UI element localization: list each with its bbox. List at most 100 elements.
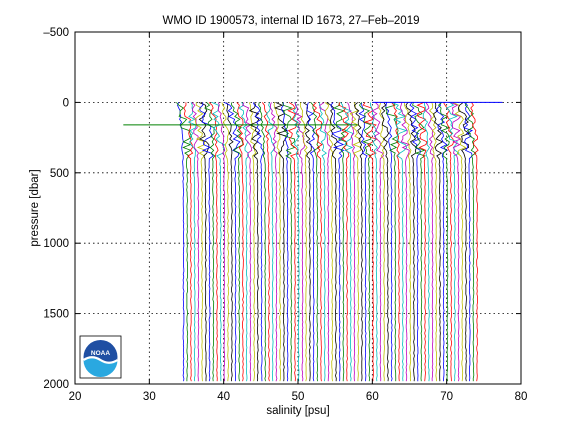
y-axis-ticks: –500 0 500 1000 1500 2000 — [43, 27, 521, 391]
logo-wave-icon — [83, 356, 118, 377]
salinity-profile-line — [242, 102, 253, 382]
salinity-profile-line — [306, 102, 316, 382]
salinity-profile-line — [226, 102, 234, 382]
salinity-profile-line — [208, 102, 219, 382]
salinity-profile-line — [338, 102, 350, 382]
x-tick-label: 40 — [217, 391, 230, 403]
salinity-profile-line — [324, 102, 335, 382]
salinity-profile-line — [236, 102, 245, 382]
salinity-profile-line — [302, 102, 312, 382]
salinity-profile-line — [204, 102, 216, 382]
salinity-profile-line — [371, 102, 384, 382]
salinity-profile-line — [433, 102, 444, 382]
salinity-profile-line — [248, 102, 261, 382]
y-tick-label: 1500 — [43, 309, 69, 321]
salinity-profile-line — [292, 102, 301, 382]
x-tick-label: 20 — [69, 391, 82, 403]
salinity-profile-line — [358, 102, 373, 382]
salinity-profile-line — [429, 102, 438, 382]
salinity-profile-line — [470, 102, 479, 382]
salinity-profile-line — [177, 102, 185, 382]
x-tick-label: 50 — [292, 391, 305, 403]
salinity-profile-line — [422, 102, 430, 382]
salinity-profile-line — [378, 102, 386, 382]
salinity-profile-line — [187, 102, 197, 382]
salinity-profile-line — [199, 102, 214, 382]
salinity-profile-line — [333, 102, 348, 382]
y-tick-label: –500 — [43, 27, 69, 39]
salinity-profile-line — [299, 102, 308, 382]
salinity-profile-line — [358, 102, 368, 382]
salinity-profile-line — [416, 102, 428, 382]
salinity-profile-line — [319, 102, 332, 382]
salinity-profile-line — [435, 102, 449, 382]
salinity-profile-line — [452, 102, 467, 382]
x-axis-label: salinity [psu] — [266, 405, 329, 417]
salinity-profile-line — [450, 102, 462, 382]
salinity-profile-line — [330, 102, 345, 382]
salinity-profile-line — [412, 102, 426, 382]
salinity-profile-line — [281, 102, 289, 382]
salinity-profile-line — [266, 102, 275, 382]
salinity-profile-line — [183, 102, 194, 382]
salinity-profile-line — [230, 102, 244, 382]
salinity-profile-line — [399, 102, 411, 382]
profile-lines — [176, 102, 479, 382]
salinity-profile-line — [405, 102, 418, 382]
x-tick-label: 80 — [515, 391, 528, 403]
salinity-profile-line — [310, 102, 320, 382]
salinity-profile-line — [194, 102, 207, 382]
salinity-profile-line — [384, 102, 400, 382]
salinity-profile-line — [340, 102, 354, 382]
salinity-profile-line — [409, 102, 421, 382]
salinity-profile-line — [362, 102, 378, 382]
salinity-profile-line — [464, 102, 477, 382]
salinity-profile-line — [326, 102, 338, 382]
y-tick-label: 0 — [63, 97, 69, 109]
y-tick-label: 2000 — [43, 379, 69, 391]
outlier-lines — [123, 101, 503, 126]
x-axis-ticks: 20 30 40 50 60 70 80 — [69, 32, 528, 403]
chart-title: WMO ID 1900573, internal ID 1673, 27–Feb… — [163, 15, 420, 27]
salinity-profile-line — [385, 102, 393, 382]
salinity-profile-line — [221, 102, 230, 382]
salinity-profile-line — [282, 102, 296, 382]
salinity-profile-line — [273, 102, 282, 382]
salinity-profile-line — [198, 102, 210, 382]
salinity-profile-line — [294, 102, 306, 382]
salinity-profile-line — [191, 102, 200, 382]
salinity-profile-line — [312, 102, 323, 382]
salinity-profile-line — [463, 102, 474, 382]
salinity-profile-line — [381, 102, 390, 382]
salinity-profile-line — [269, 102, 278, 382]
x-tick-label: 60 — [366, 391, 379, 403]
logo-text: NOAA — [91, 350, 110, 357]
salinity-profile-line — [273, 102, 288, 382]
salinity-profile-line — [391, 102, 400, 382]
y-tick-label: 1000 — [43, 238, 69, 250]
x-tick-label: 30 — [143, 391, 156, 403]
salinity-profile-line — [318, 102, 328, 382]
salinity-profile-line — [258, 102, 267, 382]
salinity-profile-line — [347, 102, 356, 382]
salinity-profile-line — [217, 102, 226, 382]
salinity-profile-line — [404, 102, 412, 382]
salinity-profile-line — [438, 102, 451, 382]
logo-gull-icon — [82, 356, 119, 364]
salinity-profile-line — [211, 102, 225, 382]
salinity-profile-line — [353, 102, 364, 382]
salinity-profile-line — [287, 102, 299, 382]
salinity-profile-line — [261, 102, 270, 382]
salinity-profile-line — [370, 102, 378, 382]
salinity-profile-line — [457, 102, 471, 382]
salinity-profile-line — [224, 102, 241, 382]
noaa-logo: NOAA — [79, 335, 122, 379]
salinity-profile-line — [443, 102, 454, 382]
salinity-profile-line — [252, 102, 264, 382]
y-axis-label: pressure [dbar] — [29, 169, 41, 246]
y-tick-label: 500 — [50, 168, 69, 180]
salinity-profile-line — [176, 102, 193, 382]
salinity-profile-line — [238, 102, 250, 382]
x-tick-label: 70 — [440, 391, 453, 403]
